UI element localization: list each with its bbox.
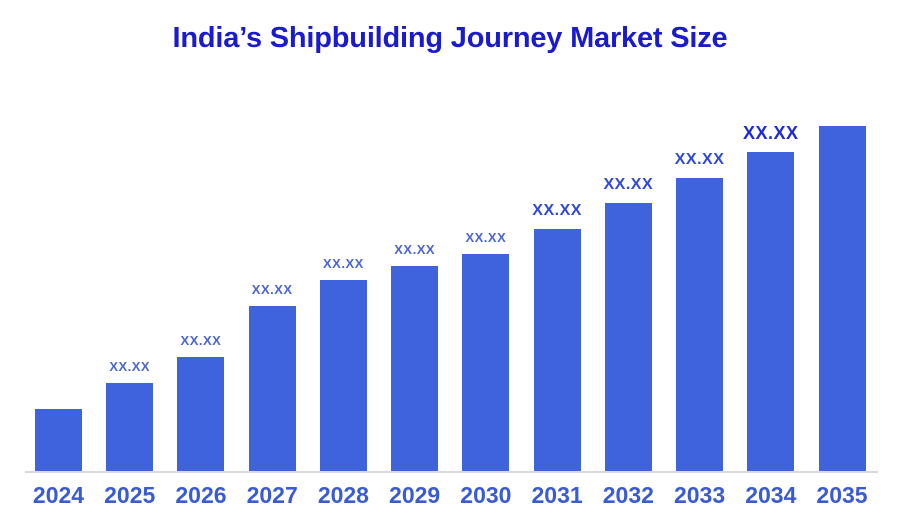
bar-2027 (248, 306, 296, 471)
value-label-2030: XX.XX (465, 230, 507, 245)
x-tick-2030: 2030 (460, 482, 512, 508)
value-label-2032: XX.XX (603, 176, 654, 193)
x-tick-2026: 2026 (175, 482, 227, 508)
bar-2025 (106, 383, 154, 471)
value-label-2033: XX.XX (674, 151, 725, 168)
bar-2029 (391, 266, 439, 471)
x-tick-2032: 2032 (602, 482, 654, 508)
x-tick-2033: 2033 (673, 482, 726, 508)
x-tick-2024: 2024 (32, 482, 85, 508)
x-tick-2031: 2031 (531, 482, 583, 508)
value-label-2029: XX.XX (394, 242, 436, 257)
value-label-2025: XX.XX (109, 359, 151, 374)
bar-2028 (319, 280, 367, 471)
chart-title: India’s Shipbuilding Journey Market Size (172, 22, 728, 54)
value-label-2031: XX.XX (532, 202, 582, 219)
bar-2034 (747, 152, 795, 471)
value-label-2034: XX.XX (743, 123, 799, 143)
x-axis-line (25, 471, 878, 473)
value-label-2028: XX.XX (323, 256, 364, 271)
bar-2033 (676, 178, 724, 471)
x-tick-2025: 2025 (104, 482, 156, 508)
value-label-2027: XX.XX (251, 282, 293, 297)
x-tick-2028: 2028 (317, 482, 369, 508)
bar-2024 (35, 409, 82, 471)
bar-2026 (177, 357, 225, 471)
bar-2032 (604, 203, 652, 471)
x-tick-2029: 2029 (389, 482, 441, 508)
bar-2035 (818, 126, 866, 471)
x-tick-2035: 2035 (816, 482, 868, 508)
x-tick-2034: 2034 (745, 482, 797, 508)
value-label-2026: XX.XX (180, 333, 222, 348)
bar-2031 (533, 229, 581, 471)
bar-2030 (462, 254, 510, 471)
x-tick-2027: 2027 (246, 482, 298, 508)
